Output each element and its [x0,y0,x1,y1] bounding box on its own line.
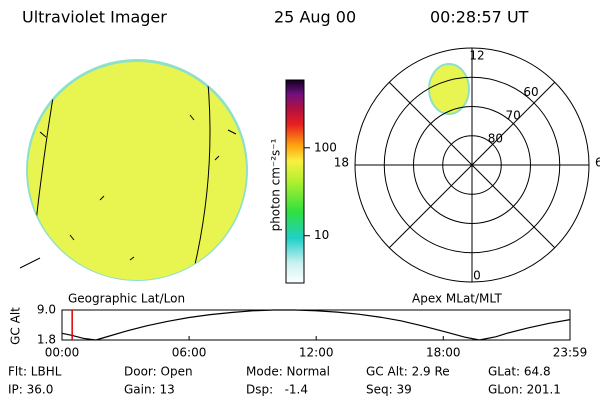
status-field: Flt: LBHL [8,365,62,379]
aurora-oval [428,63,470,115]
status-field: Mode: Normal [246,365,330,379]
status-field: Gain: 13 [124,383,175,397]
colorbar-tick-label: 100 [314,140,337,154]
status-field: IP: 36.0 [8,383,53,397]
x-tick-label: 18:00 [426,346,461,360]
status-field: GLon: 201.1 [488,383,561,397]
mlt-label: 0 [473,269,481,283]
plot-frame [61,309,571,341]
lat-label: 60 [523,85,538,99]
x-tick-label: 23:59 [553,346,588,360]
uv-image [19,59,248,281]
y-tick-label: 1.8 [37,333,56,347]
instrument: Ultraviolet Imager [22,8,167,27]
lat-ring [383,76,561,254]
polar-caption: Apex MLat/MLT [412,292,502,306]
lat-label: 70 [506,108,521,122]
lat-ring [442,135,502,195]
colorbar-tick-label: 10 [314,228,329,242]
mlt-label: 12 [469,49,484,63]
status-field: GC Alt: 2.9 Re [366,365,450,379]
x-tick-label: 12:00 [299,346,334,360]
y-axis-label: GC Alt [9,307,23,345]
status-field: GLat: 64.8 [488,365,551,379]
date: 25 Aug 00 [274,8,356,27]
y-tick-label: 9.0 [37,303,56,317]
colorbar-label: photon cm⁻²s⁻¹ [269,138,283,231]
colorbar [285,79,305,284]
lat-ring [413,106,531,224]
x-tick-label: 00:00 [45,346,80,360]
x-tick-label: 06:00 [172,346,207,360]
image-caption: Geographic Lat/Lon [68,292,185,306]
altitude-line [61,309,571,341]
lat-label: 80 [488,131,503,145]
status-field: Dsp: -1.4 [246,383,308,397]
mlt-label: 18 [334,156,349,170]
status-field: Seq: 39 [366,383,412,397]
time: 00:28:57 UT [430,8,529,27]
status-field: Door: Open [124,365,193,379]
mlt-label: 6 [595,156,600,170]
